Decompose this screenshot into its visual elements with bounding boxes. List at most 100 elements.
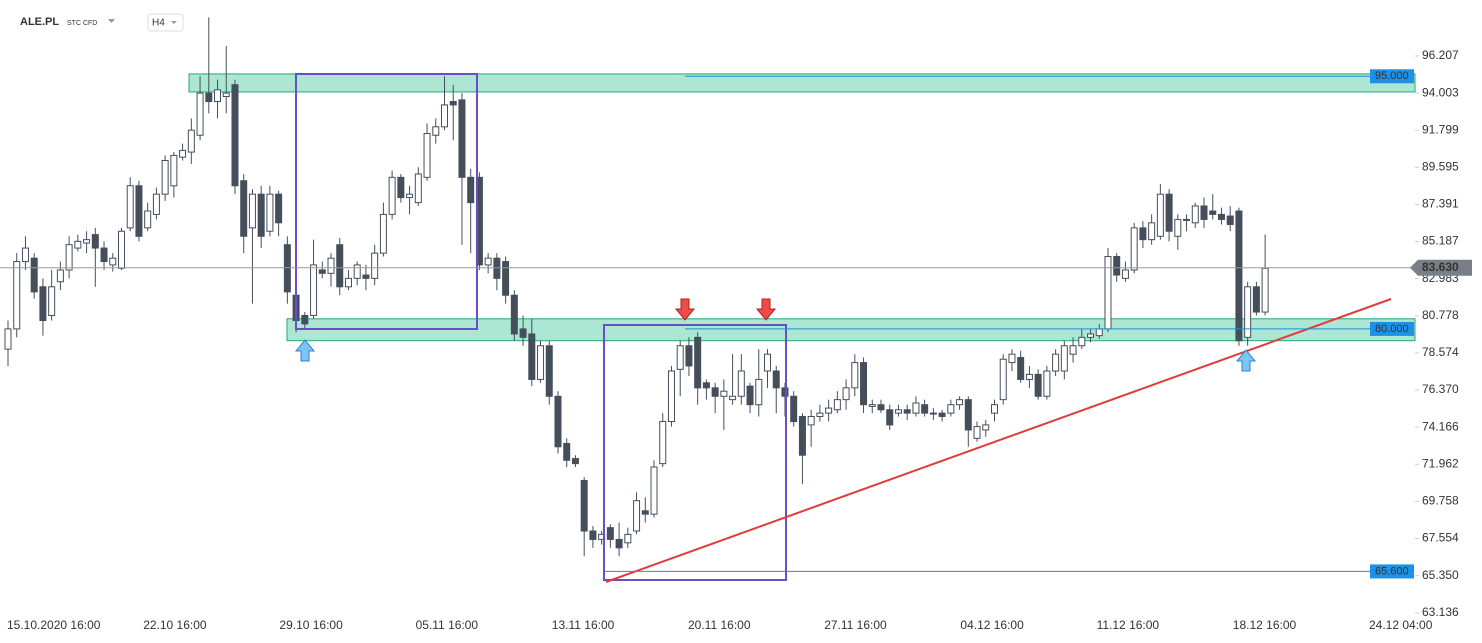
candle-body	[275, 193, 283, 224]
candle-body	[1130, 227, 1138, 271]
candle-body	[563, 442, 571, 461]
candle-body	[327, 257, 335, 274]
candle-body	[1165, 193, 1173, 232]
candle-body	[1087, 333, 1095, 338]
candle-body	[170, 154, 178, 187]
candle-body	[1252, 286, 1260, 313]
level-label: 80.000	[1375, 323, 1409, 335]
y-tick-label: 65.350	[1422, 568, 1459, 582]
candle-body	[528, 333, 536, 380]
candle-body	[554, 395, 562, 448]
candle-body	[336, 244, 344, 288]
candle-body	[1261, 267, 1269, 313]
candle-body	[729, 395, 737, 401]
x-tick-label: 18.12 16:00	[1233, 618, 1297, 632]
x-tick-label: 29.10 16:00	[279, 618, 343, 632]
candle-body	[764, 353, 772, 372]
candles	[4, 17, 1269, 557]
candle-body	[83, 239, 91, 244]
candle-body	[886, 409, 894, 426]
candle-body	[912, 402, 920, 414]
candle-body	[1008, 353, 1016, 364]
y-tick-label: 63.136	[1422, 605, 1459, 619]
candle-body	[91, 234, 99, 249]
y-tick-label: 80.778	[1422, 308, 1459, 322]
candle-body	[894, 409, 902, 414]
symbol: ALE.PL	[20, 16, 59, 28]
up-arrow	[1235, 349, 1257, 372]
candle-body	[571, 458, 579, 465]
candle-body	[310, 264, 318, 316]
candle-body	[1183, 218, 1191, 221]
candle-body	[860, 362, 868, 406]
candle-body	[537, 345, 545, 380]
x-tick-label: 15.10.2020 16:00	[7, 618, 101, 632]
candle-body	[283, 244, 291, 293]
candle-body	[633, 500, 641, 532]
candle-body	[833, 399, 841, 411]
candle-body	[388, 176, 396, 215]
dropdown-caret[interactable]	[108, 19, 115, 23]
x-tick-label: 11.12 16:00	[1097, 618, 1160, 632]
up-arrow	[294, 339, 316, 362]
candle-body	[720, 390, 728, 397]
candle-body	[659, 421, 667, 465]
candle-body	[135, 185, 143, 237]
y-tick-label: 76.370	[1422, 382, 1459, 396]
candle-body	[746, 385, 754, 406]
candle-body	[1069, 345, 1077, 355]
candle-body	[144, 210, 152, 229]
candle-body	[1060, 345, 1068, 372]
candle-body	[257, 193, 265, 237]
candle-body	[510, 294, 518, 335]
support-resistance-zone	[188, 73, 1416, 93]
candle-body	[1148, 222, 1156, 241]
candle-body	[371, 252, 379, 279]
x-tick-label: 27.11 16:00	[824, 618, 887, 632]
interval: H4	[152, 18, 165, 29]
candle-body	[187, 129, 195, 153]
candle-body	[694, 336, 702, 389]
candle-body	[1052, 353, 1060, 372]
candle-body	[449, 101, 457, 106]
candle-body	[606, 527, 614, 540]
y-tick-label: 67.554	[1422, 531, 1459, 545]
candle-body	[956, 399, 964, 406]
y-tick-label: 74.166	[1422, 419, 1459, 433]
candle-body	[781, 387, 789, 397]
levels: 83.630 95.000 80.000 65.600	[0, 69, 1472, 579]
candle-body	[842, 387, 850, 401]
candle-body	[1200, 205, 1208, 220]
candle-body	[589, 530, 597, 540]
down-arrow	[755, 298, 777, 321]
trend-line	[605, 298, 1392, 583]
x-tick-label: 05.11 16:00	[416, 618, 479, 632]
zones	[188, 73, 1416, 342]
candle-body	[798, 415, 806, 456]
candle-body	[1078, 336, 1086, 347]
y-tick-label: 69.758	[1422, 494, 1459, 508]
candle-body	[397, 176, 405, 199]
candle-body	[1209, 210, 1217, 215]
candle-body	[1191, 205, 1199, 224]
candle-body	[1043, 370, 1051, 397]
candle-body	[929, 412, 937, 415]
candle-body	[152, 193, 160, 215]
last-price-tag	[1410, 259, 1472, 276]
candle-body	[484, 257, 492, 266]
candle-body	[467, 176, 475, 204]
candle-body	[432, 126, 440, 136]
candle-body	[179, 149, 187, 158]
last-price-label: 83.630	[1422, 260, 1459, 274]
x-tick-label: 04.12 16:00	[960, 618, 1024, 632]
candle-body	[921, 404, 929, 414]
candle-body	[964, 399, 972, 431]
candle-body	[999, 358, 1007, 401]
candle-body	[1113, 255, 1121, 276]
candle-body	[938, 412, 946, 417]
candle-body	[1217, 213, 1225, 220]
interval-button[interactable]	[147, 13, 184, 32]
candle-body	[458, 99, 466, 178]
candle-body	[1226, 215, 1234, 225]
candle-body	[1095, 328, 1103, 337]
